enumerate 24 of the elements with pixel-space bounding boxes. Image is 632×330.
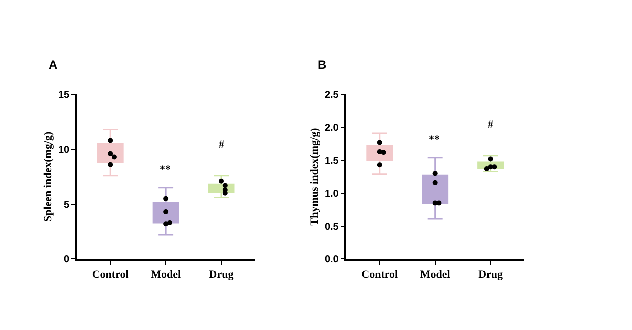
x-tick-label: Control (362, 269, 398, 282)
x-tick-label: Model (420, 269, 450, 282)
annotation: # (219, 139, 225, 151)
chart-title: A (49, 58, 58, 72)
x-tick-label: Model (151, 269, 182, 282)
y-tick-label: 15 (58, 90, 70, 102)
y-tick-label: 1.0 (324, 188, 340, 200)
x-tick-label: Drug (478, 269, 504, 282)
y-tick-label: 2.0 (324, 123, 340, 134)
annotation: ** (160, 164, 172, 176)
annotation: ** (429, 134, 440, 146)
y-axis-title: Thymus index(mg/g) (309, 128, 322, 226)
y-axis-title: Spleen index(mg/g) (42, 132, 55, 222)
y-tick-label: 5 (64, 200, 70, 211)
x-tick-label: Control (92, 269, 129, 282)
annotation: # (488, 119, 494, 131)
y-tick-label: 0.0 (324, 254, 340, 266)
y-tick-label: 2.5 (324, 90, 340, 102)
x-tick-label: Drug (209, 269, 234, 282)
y-tick-label: 10 (58, 145, 70, 156)
y-tick-label: 1.5 (324, 156, 340, 168)
y-tick-label: 0 (64, 254, 70, 266)
chart-title: B (318, 58, 327, 72)
y-tick-label: 0.5 (324, 222, 340, 233)
